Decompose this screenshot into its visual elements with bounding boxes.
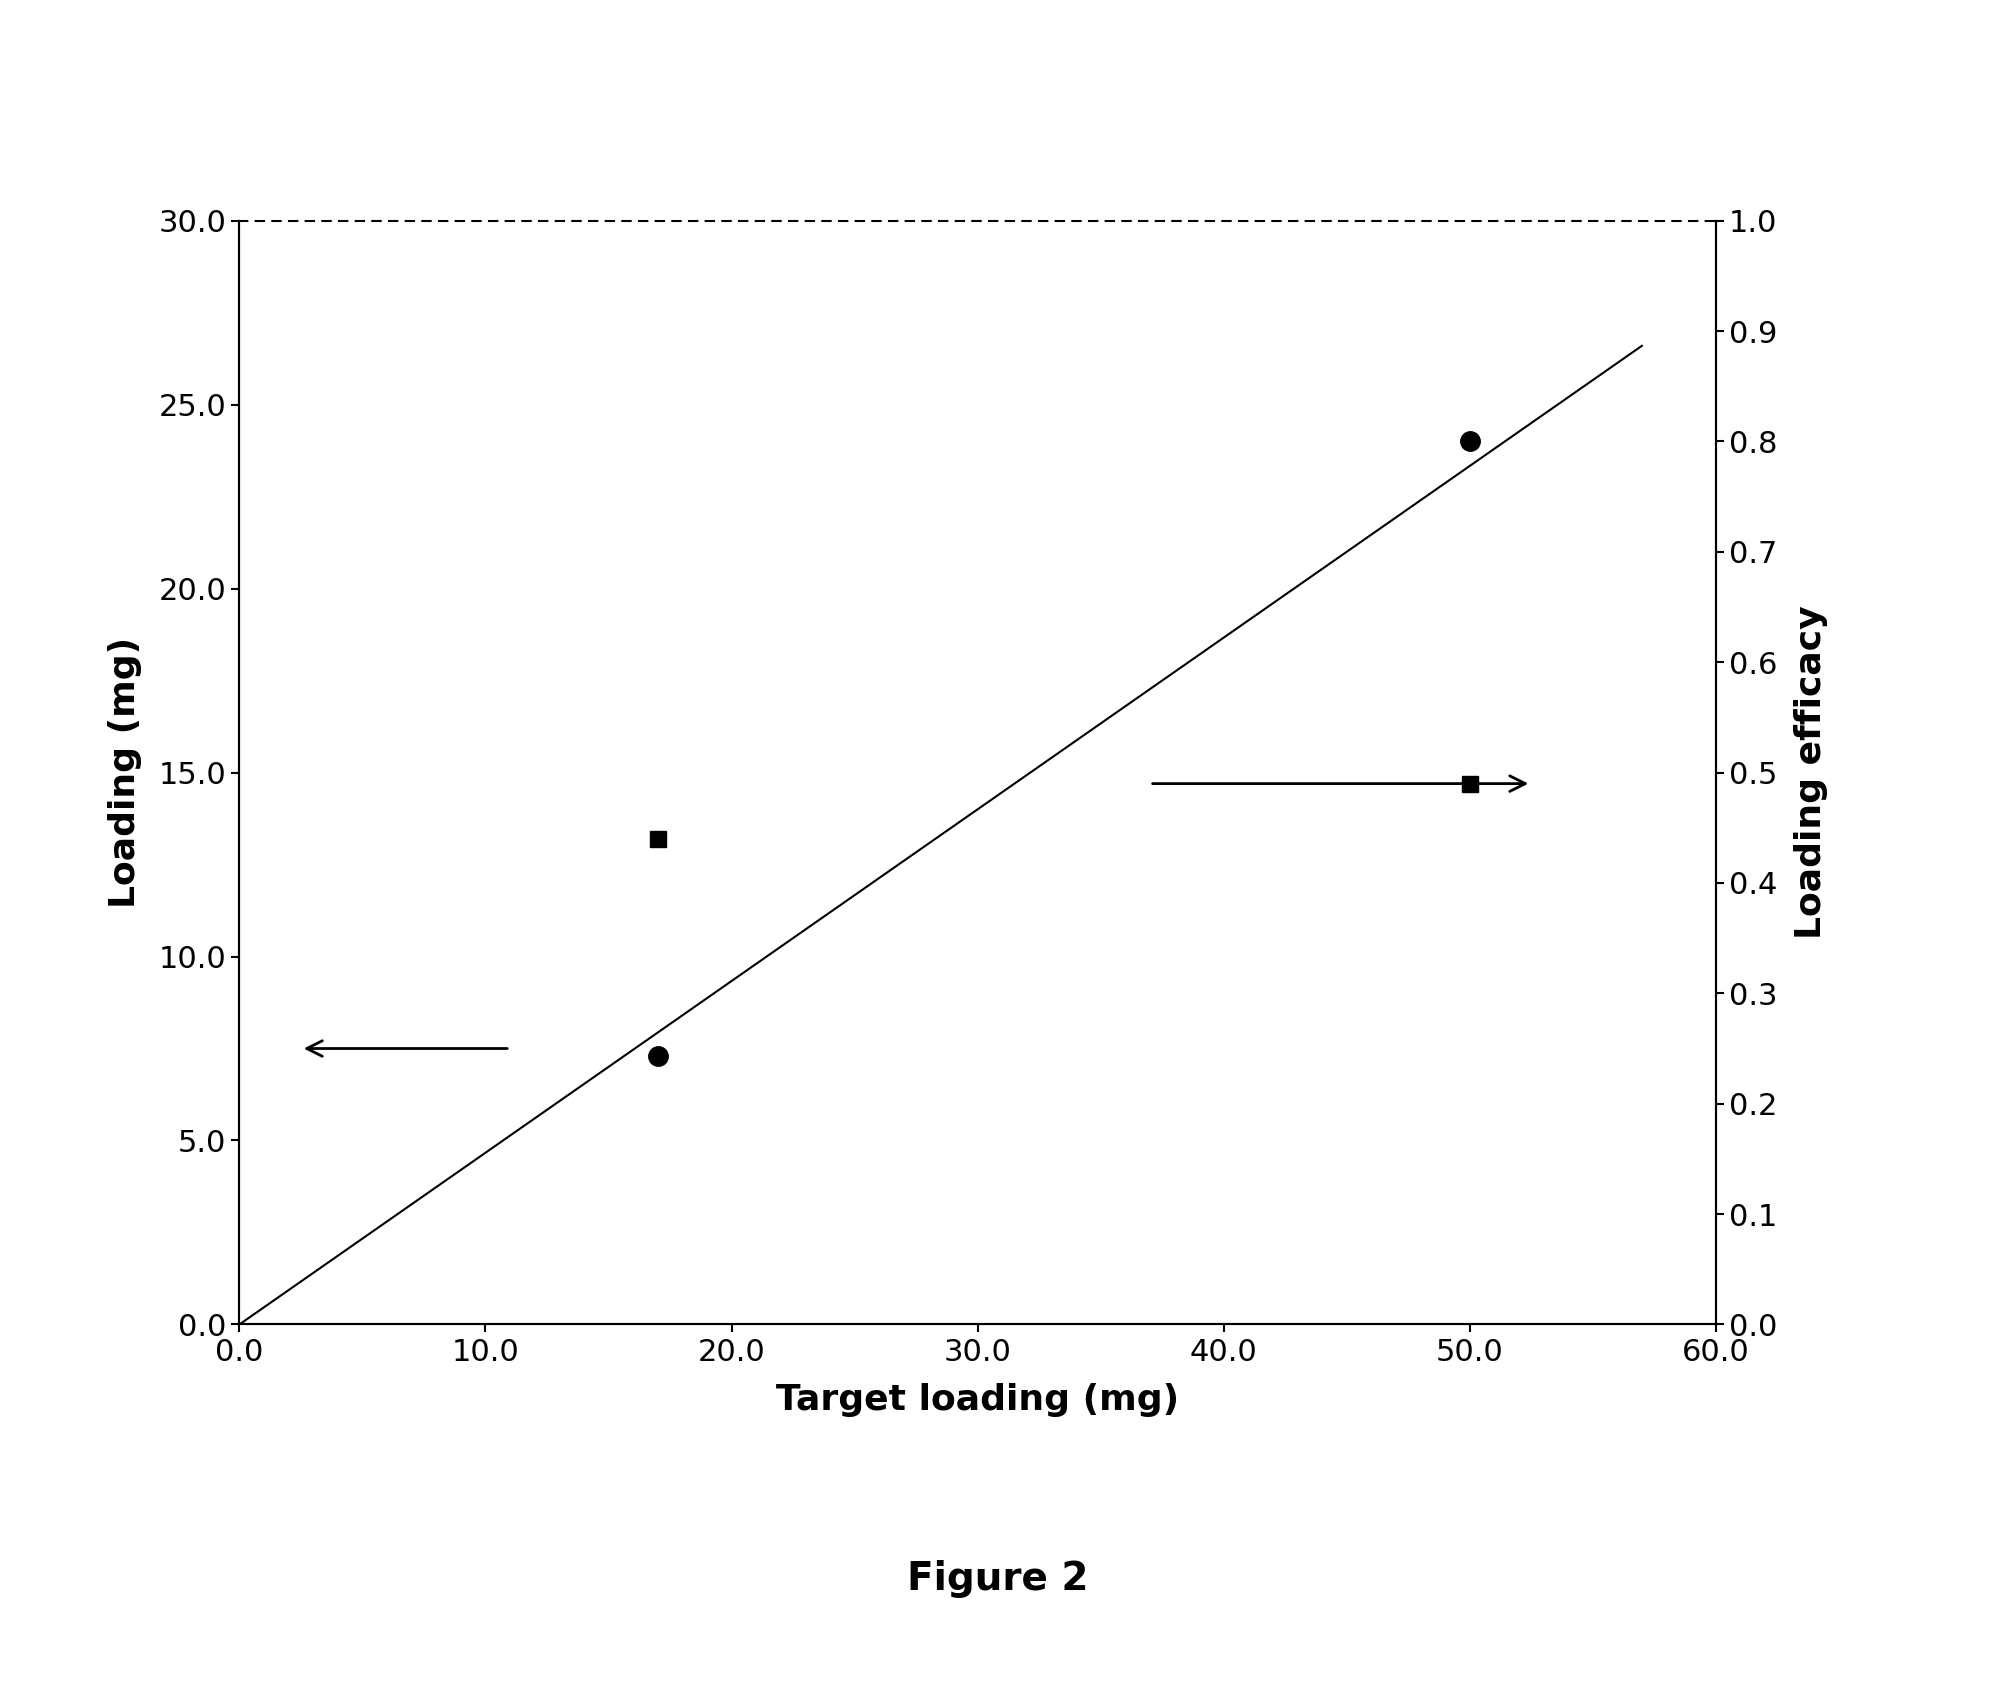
Y-axis label: Loading efficacy: Loading efficacy [1794, 606, 1827, 939]
X-axis label: Target loading (mg): Target loading (mg) [776, 1384, 1179, 1418]
Y-axis label: Loading (mg): Loading (mg) [108, 637, 142, 908]
Text: Figure 2: Figure 2 [908, 1560, 1087, 1598]
